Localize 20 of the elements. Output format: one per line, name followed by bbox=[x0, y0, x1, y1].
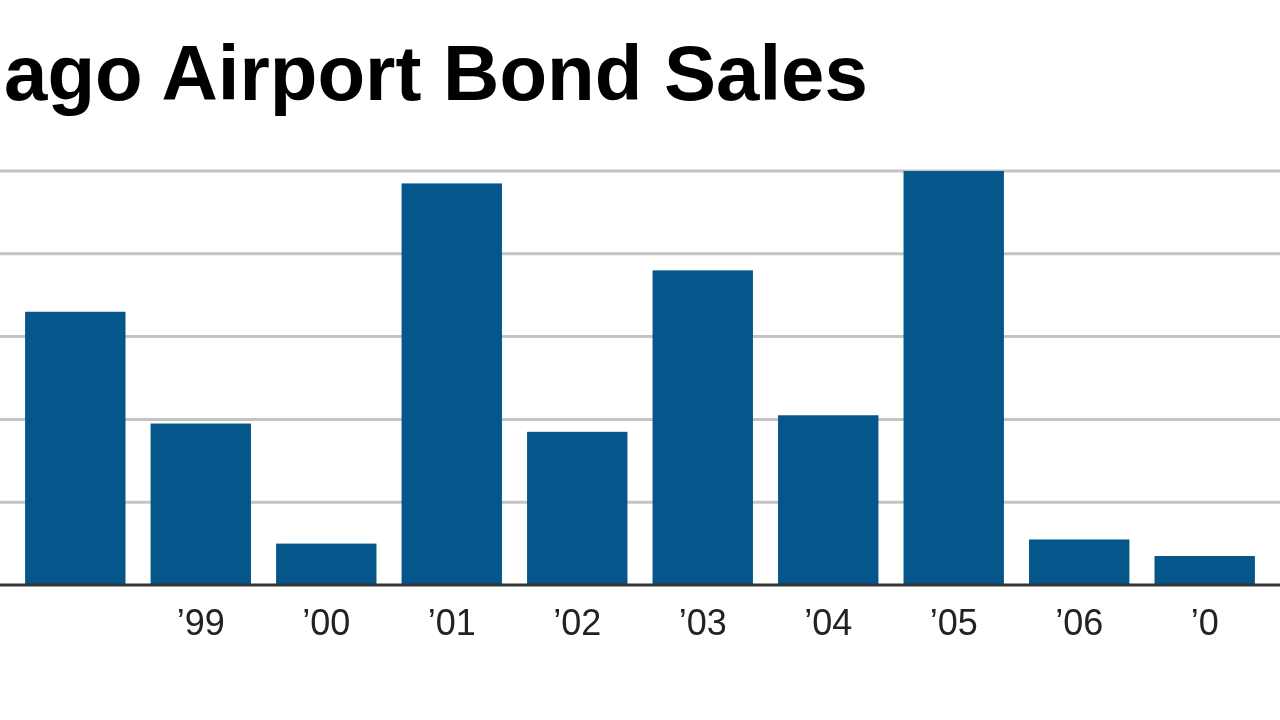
x-tick-label: ’04 bbox=[804, 602, 853, 643]
x-tick-label: ’03 bbox=[678, 602, 727, 643]
bar bbox=[276, 543, 377, 585]
x-tick-label: ’02 bbox=[553, 602, 602, 643]
bar bbox=[527, 431, 628, 585]
bar bbox=[1154, 556, 1255, 585]
x-tick-label: ’00 bbox=[302, 602, 351, 643]
bar bbox=[903, 171, 1004, 585]
bar bbox=[150, 423, 251, 585]
bar bbox=[25, 311, 126, 585]
x-tick-label: ’06 bbox=[1055, 602, 1104, 643]
x-tick-label: ’0 bbox=[1190, 602, 1219, 643]
x-tick-label: ’99 bbox=[176, 602, 225, 643]
bar bbox=[652, 270, 753, 585]
bar bbox=[1029, 539, 1130, 585]
chart-title: ago Airport Bond Sales bbox=[4, 29, 868, 117]
bar bbox=[778, 415, 879, 585]
x-tick-label: ’05 bbox=[929, 602, 978, 643]
x-tick-label: ’01 bbox=[427, 602, 476, 643]
bar bbox=[401, 183, 502, 585]
